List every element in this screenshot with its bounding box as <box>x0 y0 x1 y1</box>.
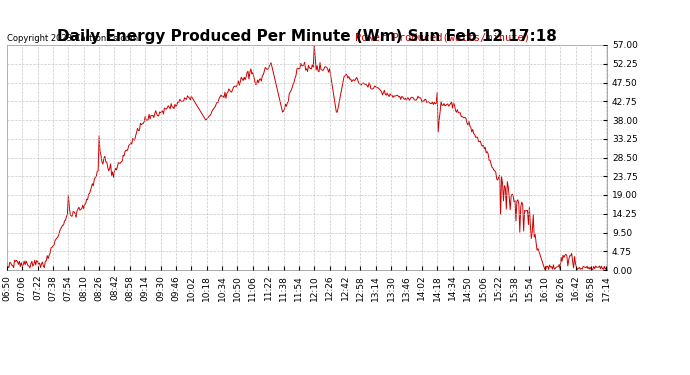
Text: Power Produced(watts/minute): Power Produced(watts/minute) <box>355 33 530 43</box>
Text: Copyright 2023 Cartronics.com: Copyright 2023 Cartronics.com <box>7 34 138 43</box>
Title: Daily Energy Produced Per Minute (Wm) Sun Feb 12 17:18: Daily Energy Produced Per Minute (Wm) Su… <box>57 29 557 44</box>
